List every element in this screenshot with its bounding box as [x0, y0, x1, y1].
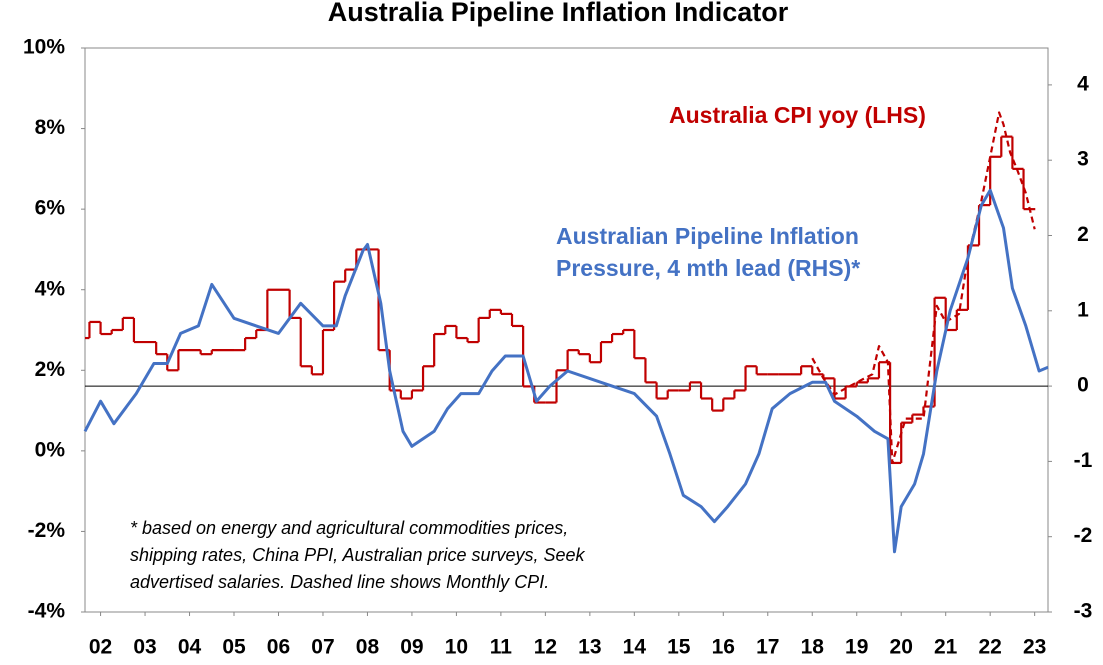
x-tick-label: 20 — [890, 636, 913, 659]
footnote: * based on energy and agricultural commo… — [130, 518, 568, 538]
x-tick-label: 10 — [445, 636, 468, 659]
y2-tick-label: 1 — [1077, 298, 1089, 321]
footnote: advertised salaries. Dashed line shows M… — [130, 572, 549, 592]
chart-title: Australia Pipeline Inflation Indicator — [328, 0, 789, 27]
footnote: shipping rates, China PPI, Australian pr… — [130, 545, 586, 565]
x-tick-label: 22 — [978, 636, 1001, 659]
y-tick-label: 8% — [35, 116, 66, 139]
y2-tick-label: 3 — [1077, 148, 1089, 171]
x-tick-label: 15 — [667, 636, 691, 659]
y-tick-label: 6% — [35, 197, 66, 220]
x-tick-label: 13 — [578, 636, 601, 659]
y2-tick-label: 2 — [1077, 223, 1089, 246]
x-tick-label: 14 — [623, 636, 647, 659]
x-tick-label: 04 — [178, 636, 202, 659]
annotation: Australia CPI yoy (LHS) — [669, 102, 926, 128]
x-tick-label: 05 — [222, 636, 246, 659]
x-tick-label: 09 — [400, 636, 423, 659]
annotation: Pressure, 4 mth lead (RHS)* — [556, 255, 860, 281]
line — [83, 188, 1049, 554]
y-tick-label: 10% — [23, 36, 65, 59]
y2-tick-label: 0 — [1077, 374, 1089, 397]
y2-tick-label: -1 — [1074, 449, 1093, 472]
x-tick-label: 11 — [490, 636, 513, 659]
y-tick-label: 4% — [35, 277, 66, 300]
annotation: Australian Pipeline Inflation — [556, 223, 859, 249]
x-tick-label: 12 — [534, 636, 557, 659]
x-tick-label: 02 — [89, 636, 112, 659]
y-tick-label: -2% — [28, 519, 66, 542]
x-tick-label: 21 — [934, 636, 958, 659]
x-tick-label: 19 — [845, 636, 868, 659]
y-tick-label: -4% — [28, 600, 66, 623]
dashed-line — [811, 111, 1036, 464]
y2-tick-label: -2 — [1074, 524, 1093, 547]
y-tick-label: 0% — [35, 438, 66, 461]
x-tick-label: 18 — [801, 636, 825, 659]
y2-tick-label: 4 — [1077, 72, 1089, 95]
x-tick-label: 23 — [1023, 636, 1046, 659]
x-tick-label: 17 — [756, 636, 779, 659]
y2-tick-label: -3 — [1074, 600, 1093, 623]
x-tick-label: 03 — [133, 636, 156, 659]
x-tick-label: 06 — [267, 636, 290, 659]
x-tick-label: 16 — [712, 636, 735, 659]
y-tick-label: 2% — [35, 358, 66, 381]
x-tick-label: 08 — [356, 636, 380, 659]
plot-frame — [84, 47, 1049, 613]
x-tick-label: 07 — [311, 636, 334, 659]
